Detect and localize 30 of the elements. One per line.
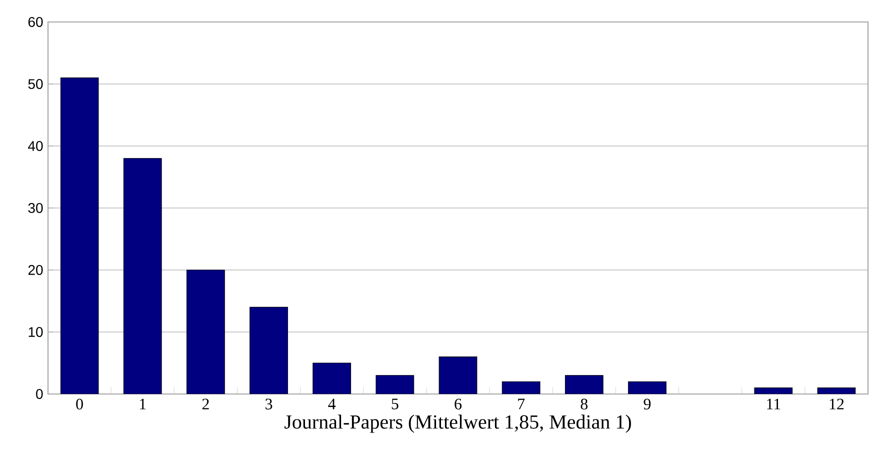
bar [502, 382, 540, 394]
x-tick-label: 2 [202, 398, 209, 410]
bar [565, 375, 604, 394]
y-tick-label: 0 [36, 389, 43, 399]
x-tick-label: 3 [266, 398, 272, 410]
y-tick-label: 10 [28, 327, 43, 337]
x-tick-label: 11 [767, 398, 780, 410]
bar [124, 158, 162, 394]
bar [250, 307, 288, 394]
bar [376, 375, 414, 394]
x-tick-label: 7 [518, 398, 525, 410]
y-tick-label: 50 [28, 79, 43, 89]
bar [439, 356, 477, 394]
bar [628, 382, 666, 394]
y-tick-label: 20 [28, 265, 43, 275]
bar [60, 78, 98, 394]
y-tick-label: 40 [28, 141, 43, 151]
x-tick-label: 5 [392, 398, 398, 410]
y-tick-label: 60 [28, 17, 43, 27]
bar [312, 363, 351, 394]
x-axis-title: Journal-Papers (Mittelwert 1,85, Median 1) [284, 414, 631, 433]
x-tick-label: 0 [76, 398, 83, 410]
x-tick-label: 4 [328, 398, 336, 410]
x-tick-label: 9 [644, 398, 651, 410]
bar [186, 270, 225, 394]
y-tick-label: 30 [28, 203, 43, 213]
x-tick-label: 12 [830, 398, 844, 410]
x-tick-label: 1 [140, 398, 146, 410]
x-tick-label: 6 [454, 398, 462, 410]
x-tick-label: 8 [580, 398, 588, 410]
